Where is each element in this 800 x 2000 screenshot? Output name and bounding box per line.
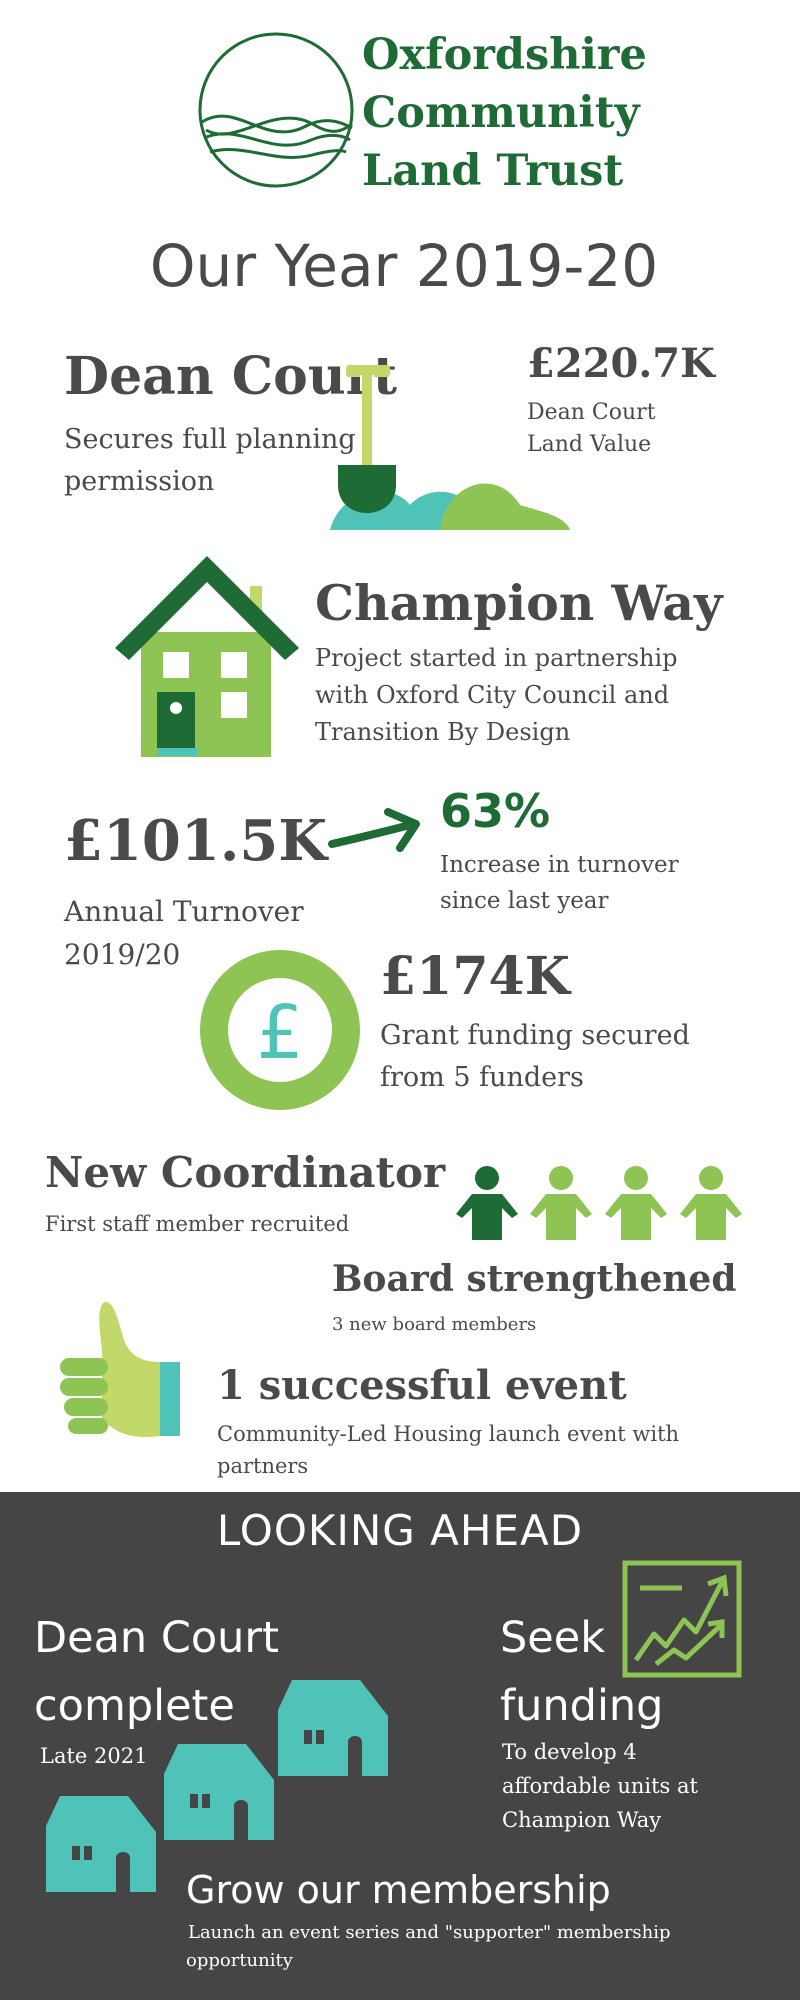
ahead-funding-sub-1: To develop 4 — [502, 1740, 637, 1764]
house-icon — [115, 556, 299, 757]
pound-coin-icon: £ — [200, 950, 360, 1110]
ahead-membership-heading: Grow our membership — [186, 1868, 611, 1912]
shovel-icon — [330, 365, 570, 530]
grant-amount: £174K — [380, 946, 570, 1007]
logo-circle-icon — [198, 32, 354, 188]
board-heading: Board strengthened — [332, 1258, 737, 1300]
event-heading: 1 successful event — [217, 1362, 627, 1409]
ahead-funding-sub-3: Champion Way — [502, 1808, 662, 1832]
dean-court-desc-2: permission — [64, 466, 215, 497]
small-house-icon — [278, 1680, 388, 1776]
ahead-dean-line-1: Dean Court — [34, 1613, 279, 1663]
ahead-funding-line-2: funding — [500, 1681, 664, 1731]
ahead-funding-sub-2: affordable units at — [502, 1774, 698, 1798]
looking-ahead-panel — [0, 1492, 800, 2000]
thumbs-up-icon — [60, 1301, 180, 1438]
looking-ahead-title: LOOKING AHEAD — [216, 1506, 584, 1555]
champion-way-line-1: Project started in partnership — [315, 644, 678, 672]
page-title: Our Year 2019-20 — [149, 232, 659, 300]
small-house-icon — [164, 1744, 274, 1840]
person-icon — [456, 1166, 518, 1240]
logo-line-1: Oxfordshire — [362, 30, 647, 80]
ahead-membership-sub-1: Launch an event series and "supporter" m… — [188, 1922, 671, 1943]
dean-court-desc-1: Secures full planning — [64, 424, 356, 455]
grant-line-1: Grant funding secured — [380, 1020, 690, 1051]
coordinator-desc: First staff member recruited — [45, 1212, 350, 1236]
turnover-amount: £101.5K — [64, 808, 327, 874]
ahead-membership-sub-2: opportunity — [186, 1950, 293, 1971]
increase-percent: 63% — [440, 784, 551, 838]
person-icon — [605, 1166, 667, 1240]
ahead-dean-line-2: complete — [34, 1681, 235, 1731]
land-value-amount: £220.7K — [527, 340, 715, 387]
turnover-label-1: Annual Turnover — [64, 895, 304, 928]
ahead-dean-sub: Late 2021 — [40, 1744, 148, 1768]
turnover-label-2: 2019/20 — [64, 938, 181, 971]
champion-way-line-3: Transition By Design — [315, 718, 571, 746]
logo-line-3: Land Trust — [362, 146, 624, 196]
land-value-label-2: Land Value — [527, 432, 652, 457]
board-desc: 3 new board members — [332, 1314, 537, 1335]
person-icon — [530, 1166, 592, 1240]
logo-line-2: Community — [362, 88, 640, 138]
champion-way-line-2: with Oxford City Council and — [315, 681, 670, 709]
grant-line-2: from 5 funders — [380, 1062, 584, 1093]
growth-chart-icon — [622, 1560, 742, 1678]
champion-way-heading: Champion Way — [315, 574, 723, 632]
coordinator-heading: New Coordinator — [45, 1148, 446, 1197]
land-value-label-1: Dean Court — [527, 400, 656, 425]
increase-line-2: since last year — [440, 888, 609, 914]
increase-line-1: Increase in turnover — [440, 852, 679, 878]
svg-text:£: £ — [256, 990, 303, 1076]
event-line-2: partners — [217, 1454, 309, 1478]
arrow-icon — [328, 808, 420, 852]
dean-court-heading: Dean Court — [64, 346, 398, 407]
ahead-funding-line-1: Seek — [500, 1613, 606, 1663]
small-house-icon — [46, 1796, 156, 1892]
person-icon — [680, 1166, 742, 1240]
event-line-1: Community-Led Housing launch event with — [217, 1422, 680, 1446]
